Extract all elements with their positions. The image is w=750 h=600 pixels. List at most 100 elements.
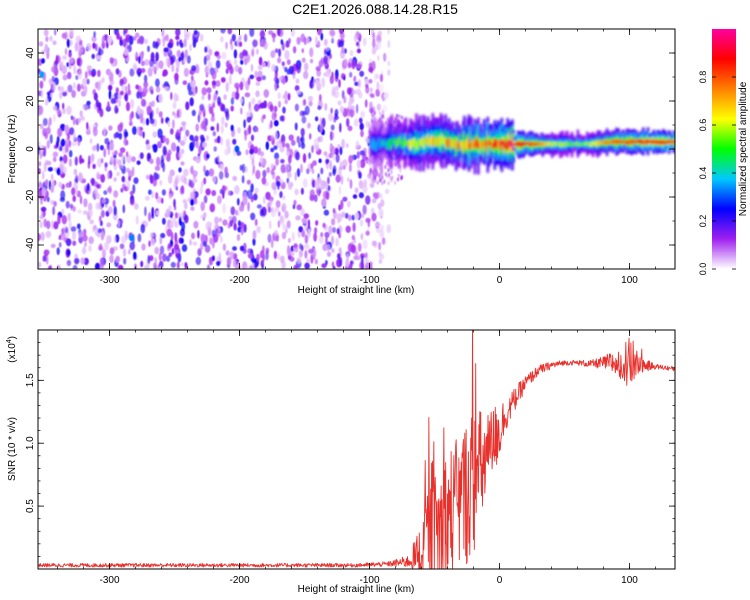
- heatmap-cell: [150, 232, 154, 239]
- heatmap-cell: [45, 36, 49, 42]
- heatmap-cell: [251, 49, 255, 57]
- heatmap-cell: [135, 32, 140, 38]
- colorbar-label: Normalized spectral amplitude: [738, 81, 749, 216]
- heatmap-cell: [39, 123, 44, 130]
- heatmap-cell: [355, 103, 359, 114]
- heatmap-cell: [266, 60, 271, 68]
- heatmap-cell: [52, 114, 56, 122]
- heatmap-cell: [279, 191, 283, 199]
- heatmap-cell: [129, 68, 135, 77]
- heatmap-cell: [143, 74, 148, 83]
- heatmap-cell: [52, 156, 57, 163]
- heatmap-cell: [202, 241, 207, 247]
- heatmap-cell: [41, 187, 46, 197]
- heatmap-cell: [315, 79, 321, 87]
- heatmap-cell: [355, 88, 362, 96]
- colorbar-tick-label: 0.4: [698, 167, 708, 180]
- heatmap-cell: [341, 211, 346, 218]
- heatmap-cell: [46, 220, 51, 230]
- heatmap-cell: [72, 206, 76, 212]
- heatmap-cell: [152, 131, 158, 138]
- heatmap-cell: [173, 92, 178, 103]
- heatmap-cell: [325, 68, 331, 78]
- heatmap-cell: [84, 241, 87, 247]
- heatmap-cell: [379, 73, 384, 83]
- heatmap-cell: [190, 75, 194, 81]
- heatmap-cell: [141, 243, 146, 251]
- heatmap-cell: [162, 135, 167, 143]
- heatmap-cell: [115, 68, 120, 75]
- heatmap-cell: [38, 182, 43, 188]
- heatmap-cell: [52, 40, 57, 46]
- heatmap-cell: [315, 66, 321, 72]
- heatmap-cell: [182, 199, 187, 204]
- heatmap-cell: [302, 178, 308, 188]
- heatmap-cell: [317, 29, 322, 36]
- heatmap-cell: [348, 263, 352, 269]
- heatmap-cell: [80, 257, 85, 265]
- heatmap-cell: [137, 233, 142, 243]
- heatmap-cell: [329, 29, 335, 37]
- heatmap-cell: [88, 244, 92, 252]
- heatmap-cell: [230, 124, 234, 132]
- heatmap-cell: [44, 43, 49, 54]
- heatmap-cell: [76, 190, 81, 198]
- heatmap-cell: [294, 85, 300, 92]
- heatmap-cell: [337, 253, 341, 260]
- heatmap-cell: [147, 254, 151, 264]
- heatmap-cell: [174, 212, 178, 219]
- heatmap-cell: [268, 30, 274, 35]
- heatmap-cell: [369, 182, 375, 188]
- heatmap-cell: [294, 247, 299, 253]
- heatmap-cell: [208, 48, 213, 56]
- heatmap-cell: [197, 229, 200, 239]
- heatmap-cell: [323, 38, 328, 46]
- heatmap-cell: [310, 253, 314, 264]
- heatmap-cell: [340, 199, 344, 210]
- heatmap-cell: [255, 81, 261, 87]
- heatmap-cell: [74, 258, 80, 265]
- heatmap-cell: [216, 228, 221, 238]
- heatmap-cell: [255, 169, 261, 180]
- heatmap-cell: [43, 195, 47, 202]
- heatmap-cell: [378, 251, 382, 257]
- heatmap-cell: [123, 128, 128, 139]
- heatmap-cell: [222, 203, 227, 214]
- heatmap-cell: [334, 108, 339, 117]
- heatmap-cell: [79, 154, 83, 165]
- heatmap-cell: [113, 190, 119, 198]
- heatmap-cell: [145, 144, 152, 151]
- heatmap-cell: [199, 134, 205, 140]
- heatmap-cell: [378, 241, 382, 251]
- heatmap-cell: [68, 158, 72, 167]
- heatmap-cell: [329, 130, 333, 141]
- heatmap-cell: [190, 198, 195, 206]
- x-tick-label: -300: [99, 575, 119, 586]
- heatmap-cell: [104, 241, 109, 251]
- heatmap-cell: [103, 190, 108, 195]
- heatmap-cell: [151, 100, 155, 107]
- heatmap-cell: [257, 65, 263, 71]
- heatmap-cell: [371, 198, 377, 204]
- heatmap-cell: [195, 140, 199, 149]
- heatmap-cell: [46, 196, 50, 203]
- heatmap-cell: [275, 200, 281, 208]
- heatmap-cell: [247, 201, 250, 212]
- heatmap-cell: [100, 220, 103, 227]
- heatmap-cell: [285, 43, 290, 48]
- heatmap-cell: [252, 39, 258, 48]
- heatmap-cell: [282, 224, 288, 231]
- heatmap-cell: [88, 236, 94, 245]
- heatmap-cell: [149, 174, 154, 184]
- heatmap-cell: [348, 87, 354, 98]
- heatmap-cell: [185, 129, 190, 137]
- heatmap-cell: [339, 105, 344, 114]
- heatmap-cell: [112, 199, 116, 208]
- heatmap-cell: [141, 98, 146, 107]
- heatmap-cell: [98, 48, 104, 56]
- y-tick-label: 40: [25, 47, 36, 59]
- heatmap-cell: [243, 58, 248, 65]
- heatmap-cell: [331, 218, 336, 226]
- heatmap-cell: [161, 189, 166, 196]
